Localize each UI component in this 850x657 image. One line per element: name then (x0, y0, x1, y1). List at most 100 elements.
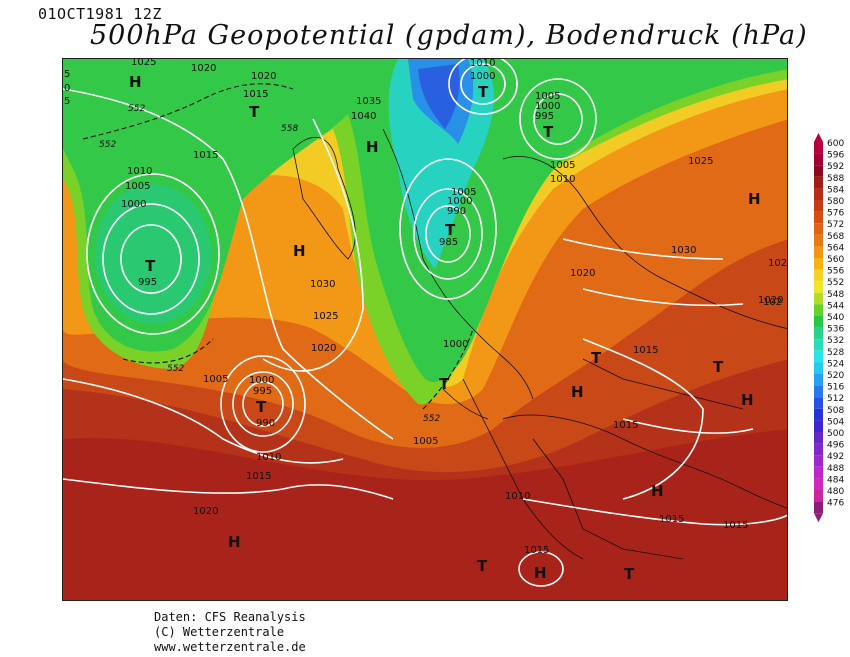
legend-swatch (814, 350, 823, 363)
svg-text:5: 5 (64, 69, 70, 80)
footer-website[interactable]: www.wetterzentrale.de (154, 640, 306, 654)
legend-label: 568 (827, 232, 844, 242)
legend-swatch (814, 374, 823, 386)
pressure-systems: H T H T T H H T T T T H H T T H H T H T (129, 73, 761, 583)
low-symbol: T (445, 221, 456, 239)
isobar-label: 1020 (193, 506, 218, 517)
edge-labels: 5 0 5 102 102 (64, 69, 787, 308)
legend-arrow-bottom (814, 513, 823, 523)
isobar-label: 1015 (613, 420, 638, 431)
legend-label: 556 (827, 267, 844, 277)
color-legend: 600 596 592 588 584 580 576 572 568 564 560 556 552 5… (812, 132, 850, 527)
isobar-label: 1030 (310, 279, 335, 290)
high-symbol: H (366, 138, 379, 156)
high-symbol: H (129, 73, 142, 91)
legend-swatch (814, 153, 823, 166)
legend-label: 504 (827, 417, 844, 427)
low-symbol: T (249, 103, 260, 121)
legend-swatch (814, 281, 823, 293)
height-label: 552 (423, 414, 440, 424)
low-symbol: T (439, 375, 450, 393)
isobar-label: 1000 (443, 339, 468, 350)
legend-arrow-top (814, 133, 823, 142)
legend-swatch (814, 176, 823, 189)
isobar-label: 1005 (203, 374, 228, 385)
legend-label: 548 (827, 290, 844, 300)
legend-swatch (814, 316, 823, 328)
isobar-label: 1000 (121, 199, 146, 210)
legend-swatch (814, 443, 823, 456)
legend-swatch (814, 501, 823, 514)
isobar-label: 1015 (659, 514, 684, 525)
high-symbol: H (651, 482, 664, 500)
svg-text:5: 5 (64, 96, 70, 107)
height-label: 552 (99, 140, 116, 150)
isobar-label: 1005 (550, 160, 575, 171)
high-symbol: H (571, 383, 584, 401)
height-contours (82, 83, 474, 410)
height-labels: 552 552 558 552 552 (99, 104, 440, 424)
high-symbol: H (293, 242, 306, 260)
low-symbol: T (478, 83, 489, 101)
legend-label: 496 (827, 441, 844, 451)
legend-swatch (814, 165, 823, 177)
isobar-label: 1000 (249, 375, 274, 386)
svg-text:102: 102 (768, 258, 787, 269)
legend-swatch (814, 397, 823, 409)
legend-swatch (814, 142, 823, 154)
isobar-label: 1030 (671, 245, 696, 256)
low-symbol: T (624, 565, 635, 583)
legend-label: 576 (827, 209, 844, 219)
height-label: 552 (167, 364, 184, 374)
isobar-label: 1005 (413, 436, 438, 447)
legend-label: 500 (827, 429, 844, 439)
legend-swatch (814, 292, 823, 305)
legend-label: 572 (827, 220, 844, 230)
deep-red-band (63, 429, 787, 600)
isobar-label: 1005 (535, 91, 560, 102)
isobar-label: 1015 (723, 520, 748, 531)
legend-label: 536 (827, 325, 844, 335)
isobar-label: 1015 (193, 150, 218, 161)
isobar-label: 1020 (758, 295, 783, 306)
legend-swatch (814, 188, 823, 200)
legend-swatch (814, 246, 823, 258)
legend-label: 508 (827, 406, 844, 416)
isobar-label: 1000 (535, 101, 560, 112)
legend-label: 532 (827, 336, 844, 346)
legend-label: 596 (827, 151, 844, 161)
legend-swatch (814, 269, 823, 282)
isobar-label: 995 (535, 111, 554, 122)
legend-label: 484 (827, 475, 844, 485)
legend-label: 520 (827, 371, 844, 381)
low-symbol: T (256, 398, 267, 416)
weather-map[interactable]: 1025 1020 1020 1015 1015 1035 1040 1010 … (62, 58, 788, 601)
isobar-label: 1005 (451, 187, 476, 198)
height-label: 552 (128, 104, 145, 114)
legend-swatch (814, 408, 823, 421)
legend-swatch (814, 327, 823, 340)
legend-label: 492 (827, 452, 844, 462)
isobar-label: 1015 (633, 345, 658, 356)
svg-text:102: 102 (763, 297, 782, 308)
low-symbol: T (145, 257, 156, 275)
isobar-label: 1025 (313, 311, 338, 322)
footer-copyright: (C) Wetterzentrale (154, 625, 285, 639)
isobar-label: 1010 (256, 452, 281, 463)
low-symbol: T (477, 557, 488, 575)
high-symbol: H (741, 391, 754, 409)
footer-source: Daten: CFS Reanalysis (154, 610, 306, 624)
legend-swatch (814, 339, 823, 351)
low-symbol: T (713, 358, 724, 376)
high-symbol: H (228, 533, 241, 551)
legend-swatch (814, 211, 823, 224)
isobar-label: 995 (138, 277, 157, 288)
map-title: 500hPa Geopotential (gpdam), Bodendruck … (90, 20, 808, 51)
legend-label: 580 (827, 197, 844, 207)
legend-label: 480 (827, 487, 844, 497)
legend-swatch (814, 466, 823, 479)
legend-swatch (814, 223, 823, 235)
legend-swatch (814, 200, 823, 212)
legend-label: 592 (827, 162, 844, 172)
isobar-label: 1020 (311, 343, 336, 354)
